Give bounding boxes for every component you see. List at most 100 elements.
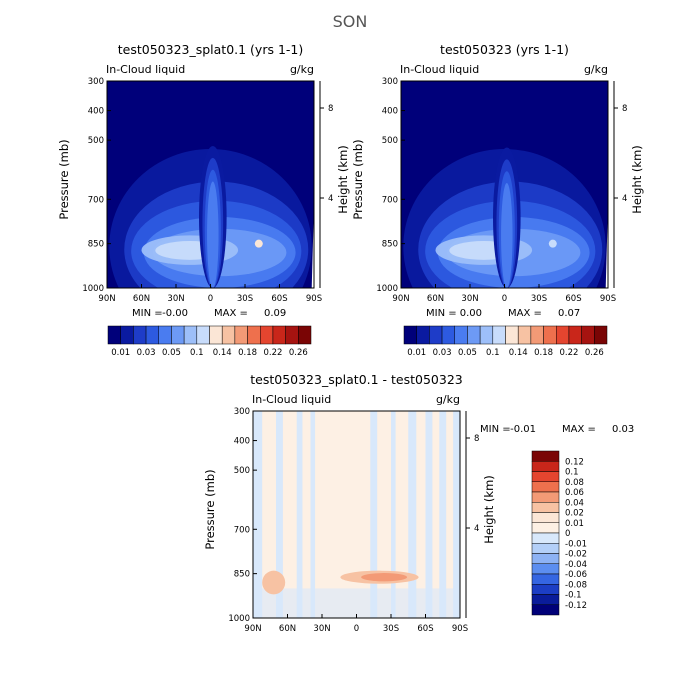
- y-right-tick-label: 8: [622, 104, 627, 114]
- y-tick-label: 1000: [376, 284, 398, 294]
- missing-data: [311, 205, 314, 288]
- y-tick-label: 500: [234, 466, 250, 476]
- y-tick-label: 500: [382, 136, 398, 146]
- colorbar-swatch: [543, 325, 557, 345]
- colorbar-swatch: [492, 325, 506, 345]
- colorbar-label: 0: [565, 529, 570, 539]
- contour-band: [253, 411, 263, 618]
- x-tick-label: 60N: [279, 624, 296, 634]
- y-axis-title: Pressure (mb): [203, 469, 217, 549]
- colorbar-swatch: [454, 325, 468, 345]
- contour-band: [276, 411, 283, 618]
- min-label: MIN =: [480, 424, 511, 435]
- panel-title: test050323_splat0.1 - test050323: [250, 372, 463, 387]
- y-tick-label: 400: [234, 437, 250, 447]
- page-title: SON: [333, 12, 368, 31]
- colorbar-swatch: [531, 532, 560, 544]
- x-tick-label: 30S: [383, 624, 399, 634]
- x-tick-label: 90S: [306, 294, 322, 304]
- colorbar-swatch: [531, 604, 560, 616]
- colorbar-label: 0.01: [565, 519, 584, 529]
- y-tick-label: 850: [88, 240, 104, 250]
- colorbar-swatch: [517, 325, 532, 345]
- colorbar-swatch: [531, 471, 560, 482]
- x-tick-label: 60S: [565, 294, 581, 304]
- min-value: -0.00: [162, 308, 188, 319]
- colorbar-swatch: [209, 325, 223, 345]
- y-tick-label: 300: [234, 407, 250, 417]
- y-tick-label: 300: [88, 77, 104, 87]
- y-right-tick-label: 8: [328, 104, 333, 114]
- max-label: MAX =: [508, 308, 542, 319]
- units-label: g/kg: [584, 63, 608, 76]
- panel-title: test050323 (yrs 1-1): [440, 42, 569, 57]
- variable-label: In-Cloud liquid: [106, 63, 185, 76]
- contour-band: [391, 411, 396, 618]
- contour-band: [425, 411, 433, 618]
- contour-band: [501, 183, 513, 288]
- colorbar-swatch: [568, 325, 582, 345]
- min-value: 0.00: [460, 308, 482, 319]
- colorbar-swatch: [247, 325, 261, 345]
- y-tick-label: 1000: [82, 284, 104, 294]
- colorbar-swatch: [531, 491, 560, 503]
- colorbar-label: 0.01: [407, 348, 426, 358]
- x-tick-label: 30N: [313, 624, 330, 634]
- x-tick-label: 90N: [98, 294, 115, 304]
- colorbar: 0.01 0.03 0.05 0.1 0.14 0.18 0.22 0.26: [107, 325, 312, 358]
- colorbar-label: 0.22: [559, 348, 578, 358]
- y-tick-label: 850: [234, 570, 250, 580]
- colorbar-swatch: [298, 325, 312, 345]
- colorbar-swatch: [531, 584, 560, 595]
- panel-top-left: test050323_splat0.1 (yrs 1-1) In-Cloud li…: [57, 42, 350, 358]
- min-max-readout: MIN = -0.01 MAX = 0.03: [480, 424, 634, 435]
- colorbar-label: 0.1: [190, 348, 204, 358]
- colorbar-swatch: [221, 325, 236, 345]
- min-max-readout: MIN = -0.00 MAX = 0.09: [132, 308, 286, 319]
- colorbar-swatch: [505, 325, 519, 345]
- x-tick-label: 90N: [244, 624, 261, 634]
- contour-field: [401, 81, 608, 288]
- x-tick-label: 60S: [417, 624, 433, 634]
- x-tick-label: 0: [502, 294, 507, 304]
- min-label: MIN =: [426, 308, 457, 319]
- colorbar-swatch: [531, 450, 560, 462]
- contour-band: [361, 573, 408, 582]
- x-tick-label: 30N: [461, 294, 478, 304]
- colorbar-swatch: [530, 325, 544, 345]
- colorbar-label: 0.04: [565, 498, 584, 508]
- x-tick-label: 60N: [427, 294, 444, 304]
- contour-field: [107, 81, 314, 288]
- y-axis-title: Pressure (mb): [351, 139, 365, 219]
- y-tick-label: 1000: [228, 614, 250, 624]
- colorbar-swatch: [531, 594, 560, 605]
- x-tick-label: 60S: [271, 294, 287, 304]
- panel-top-right: test050323 (yrs 1-1) In-Cloud liquid g/kg 3…: [351, 42, 644, 358]
- colorbar-label: 0.02: [565, 509, 584, 519]
- colorbar-label: -0.12: [565, 601, 587, 611]
- colorbar-swatch: [285, 325, 299, 345]
- colorbar-swatch: [531, 522, 560, 534]
- colorbar-label: 0.08: [565, 478, 584, 488]
- units-label: g/kg: [290, 63, 314, 76]
- colorbar-label: 0.26: [289, 348, 308, 358]
- max-value: 0.03: [612, 424, 634, 435]
- panel-title: test050323_splat0.1 (yrs 1-1): [118, 42, 304, 57]
- colorbar-swatch: [581, 325, 595, 345]
- y-right-tick-label: 4: [474, 524, 479, 534]
- colorbar-label: 0.06: [565, 488, 584, 498]
- colorbar-swatch: [403, 325, 417, 345]
- colorbar-swatch: [531, 461, 560, 472]
- colorbar-swatch: [196, 325, 210, 345]
- variable-label: In-Cloud liquid: [400, 63, 479, 76]
- colorbar-swatch: [467, 325, 481, 345]
- colorbar-label: -0.01: [565, 539, 587, 549]
- units-label: g/kg: [436, 393, 460, 406]
- x-tick-label: 0: [354, 624, 359, 634]
- colorbar: 0.120.10.080.060.040.020.010-0.01-0.02-0…: [531, 450, 587, 616]
- colorbar-label: 0.05: [458, 348, 477, 358]
- colorbar-label: 0.26: [585, 348, 604, 358]
- colorbar-label: 0.12: [565, 457, 584, 467]
- colorbar-label: -0.04: [565, 560, 587, 570]
